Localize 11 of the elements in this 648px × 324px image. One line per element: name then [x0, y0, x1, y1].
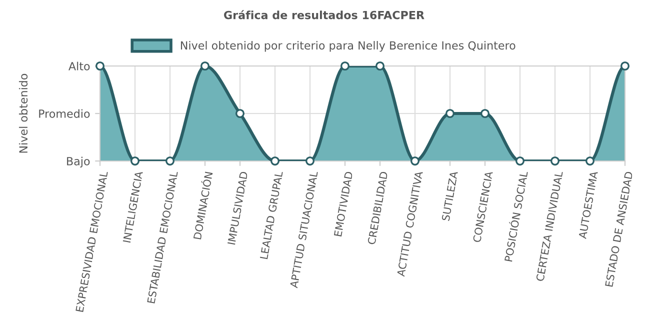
legend-label: Nivel obtenido por criterio para Nelly Berenice Ines Quintero	[180, 41, 516, 52]
x-tick-label: POSICIÓN SOCIAL	[502, 170, 528, 262]
category-label: Bajo	[67, 156, 90, 168]
x-tick-label: ESTADO DE ANSIEDAD	[604, 171, 633, 287]
x-tick-label: SUTILEZA	[442, 170, 458, 221]
x-tick-label: ACTITUD COGNITIVA	[396, 170, 423, 277]
y-axis-title: Nivel obtenido	[18, 74, 28, 153]
chart-title: Gráfica de resultados 16FACPER	[224, 10, 424, 20]
category-label: Promedio	[39, 109, 90, 118]
x-tick-label: LEALTAD GRUPAL	[260, 170, 283, 260]
category-label: Alto	[68, 62, 90, 70]
